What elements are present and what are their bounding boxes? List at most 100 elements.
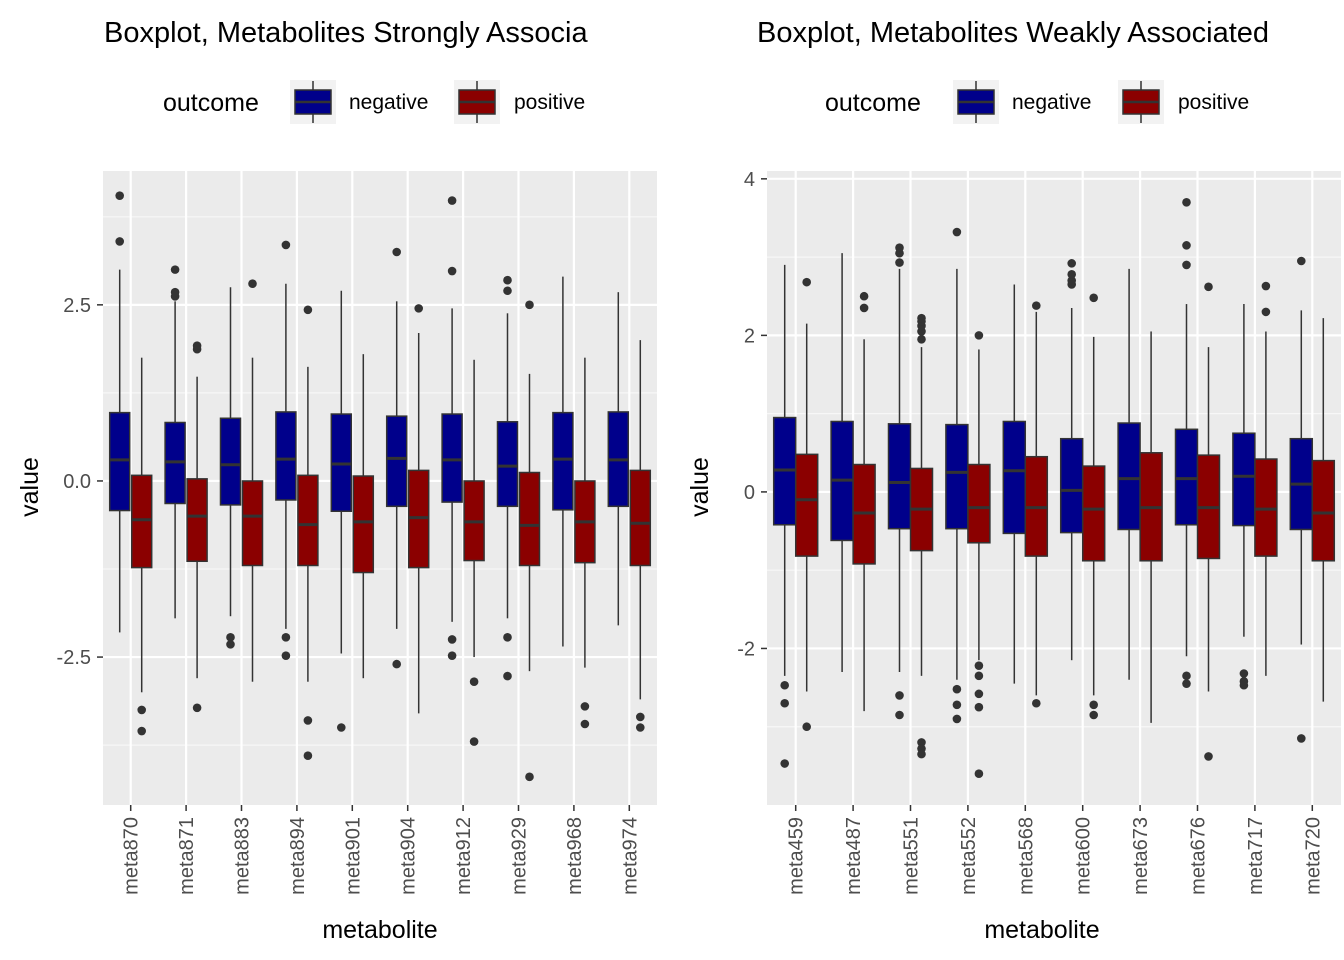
x-tick-label: meta552 — [958, 817, 980, 895]
box-meta894-positive — [297, 305, 319, 760]
outlier-point — [636, 723, 645, 732]
outlier-point — [115, 191, 124, 200]
outlier-point — [337, 723, 346, 732]
box-meta676-positive — [1196, 282, 1221, 761]
outlier-point — [469, 737, 479, 746]
chart-title: Boxplot, Metabolites Strongly Associa — [104, 17, 588, 49]
outlier-point — [859, 303, 869, 313]
x-axis-title: metabolite — [984, 916, 1099, 944]
box-meta487-negative — [830, 253, 854, 672]
legend-label-negative: negative — [1012, 91, 1091, 114]
box-body — [1117, 422, 1141, 531]
legend-label-positive: positive — [1178, 91, 1249, 114]
box-body — [887, 423, 912, 530]
x-tick-label: meta720 — [1302, 817, 1324, 895]
box-body — [518, 471, 541, 567]
x-tick-label: meta929 — [509, 817, 531, 895]
outlier-point — [503, 671, 512, 681]
plot-area — [103, 171, 657, 805]
outlier-point — [1182, 241, 1191, 250]
outlier-point — [636, 712, 645, 722]
outlier-point — [780, 698, 789, 708]
chart-panel-weak: Boxplot, Metabolites Weakly Associated o… — [686, 17, 1341, 944]
box-meta459-positive — [794, 277, 819, 732]
legend: outcome negative positive — [825, 80, 1249, 124]
outlier-point — [952, 714, 962, 724]
outlier-point — [170, 287, 180, 297]
legend-label-negative: negative — [349, 91, 428, 114]
box-meta487-positive — [852, 291, 876, 712]
outlier-point — [895, 691, 904, 700]
box-meta673-positive — [1139, 331, 1163, 723]
outlier-point — [580, 702, 590, 711]
x-tick-label: meta717 — [1245, 817, 1267, 895]
box-body — [496, 421, 519, 508]
box-meta871-negative — [164, 265, 186, 619]
x-tick-label: meta904 — [398, 817, 420, 895]
outlier-point — [1297, 734, 1306, 743]
outlier-point — [895, 258, 904, 267]
box-meta551-positive — [909, 313, 934, 759]
legend-key-negative — [290, 80, 336, 124]
box-meta883-positive — [241, 279, 264, 682]
box-meta720-positive — [1311, 318, 1336, 702]
outlier-point — [392, 247, 402, 257]
box-body — [219, 417, 242, 506]
outlier-point — [1067, 276, 1076, 285]
box-meta974-negative — [607, 292, 630, 626]
box-meta870-negative — [108, 191, 131, 633]
outlier-point — [1182, 260, 1191, 270]
outlier-point — [952, 227, 962, 237]
legend: outcome negative positive — [163, 80, 585, 124]
boxes — [772, 198, 1336, 778]
outlier-point — [1204, 282, 1213, 292]
box-meta551-negative — [887, 243, 912, 720]
outlier-point — [952, 700, 962, 710]
box-meta870-positive — [130, 357, 153, 736]
box-body — [441, 413, 463, 503]
box-body — [108, 411, 131, 512]
outlier-point — [1239, 669, 1249, 678]
y-tick-label: -2 — [737, 638, 755, 660]
outlier-point — [170, 265, 180, 274]
outlier-point — [1261, 307, 1271, 317]
box-meta968-negative — [552, 276, 574, 647]
y-axis: -2 0 2 4 — [737, 169, 767, 660]
legend-label-positive: positive — [514, 91, 585, 114]
box-body — [241, 480, 264, 567]
box-meta974-positive — [629, 340, 652, 732]
legend-title: outcome — [825, 89, 921, 117]
box-body — [385, 415, 408, 508]
outlier-point — [525, 300, 534, 310]
y-tick-label: 4 — [744, 169, 755, 191]
outlier-point — [802, 277, 811, 287]
x-tick-label: meta673 — [1130, 817, 1152, 895]
y-tick-label: 0.0 — [63, 471, 91, 493]
box-meta904-positive — [407, 304, 430, 714]
box-meta929-negative — [496, 275, 519, 681]
box-body — [130, 474, 153, 569]
outlier-point — [974, 661, 984, 670]
outlier-point — [115, 237, 124, 246]
outlier-point — [248, 279, 257, 289]
outlier-point — [503, 275, 512, 285]
x-tick-label: meta676 — [1188, 817, 1210, 895]
y-axis: -2.5 0.0 2.5 — [57, 295, 103, 669]
y-tick-label: 2 — [744, 325, 755, 347]
box-meta673-negative — [1117, 268, 1141, 680]
outlier-point — [192, 341, 202, 351]
box-meta871-positive — [186, 341, 208, 713]
outlier-point — [974, 331, 984, 340]
box-body — [1311, 459, 1336, 562]
outlier-point — [447, 651, 457, 660]
x-tick-label: meta568 — [1015, 817, 1037, 895]
x-axis: meta870 meta871 meta883 meta894 meta901 meta9… — [121, 805, 641, 895]
outlier-point — [503, 286, 512, 296]
box-body — [629, 469, 652, 567]
legend-key-positive — [1118, 80, 1164, 124]
outlier-point — [974, 769, 984, 778]
box-body — [1174, 428, 1199, 526]
outlier-point — [392, 659, 402, 669]
outlier-point — [917, 738, 926, 747]
